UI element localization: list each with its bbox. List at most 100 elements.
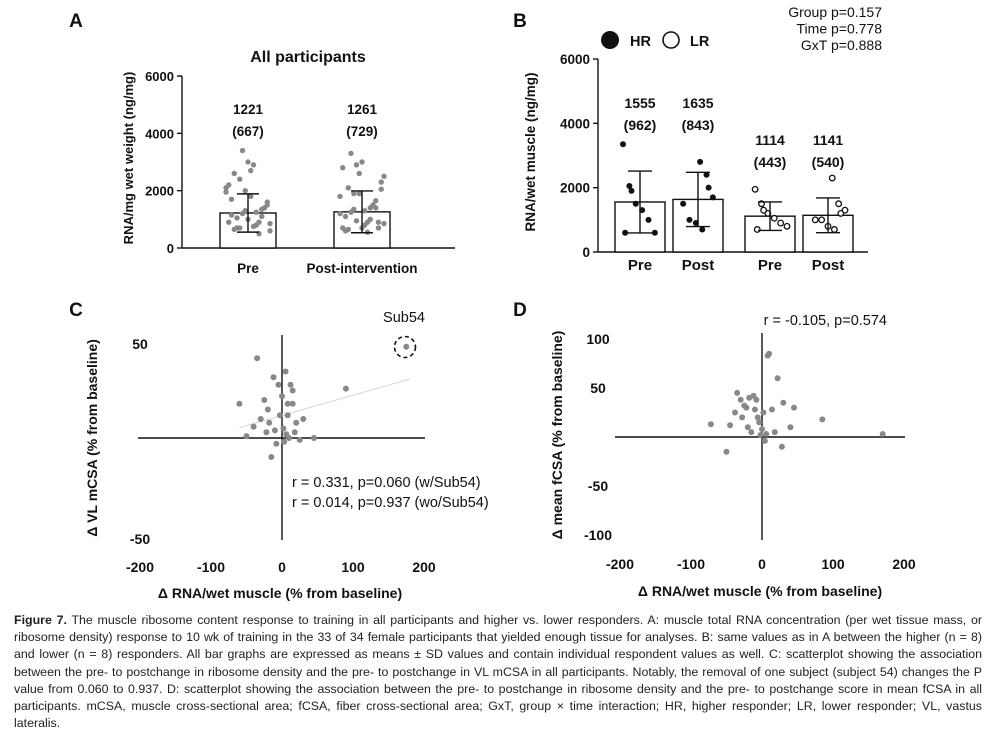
panel-c-point — [293, 419, 300, 426]
panel-d-point — [768, 406, 775, 413]
panel-a-point — [223, 189, 229, 195]
panel-a-point — [250, 223, 257, 230]
panel-d-stat-0: r = -0.105, p=0.574 — [764, 313, 887, 329]
panel-a-point — [337, 210, 343, 217]
panel-b-point — [697, 158, 704, 165]
panel-b-point — [705, 184, 712, 191]
panel-c-point — [261, 397, 268, 403]
panel-b-point — [760, 206, 768, 214]
panel-d-point — [707, 421, 714, 428]
panel-label-a: A — [69, 11, 83, 32]
panel-c-stat-0: r = 0.331, p=0.060 (w/Sub54) — [292, 475, 481, 491]
panel-a-point — [353, 162, 360, 168]
panel-a-point — [228, 196, 235, 202]
panel-c-point — [273, 440, 280, 447]
panel-b-point — [811, 216, 819, 224]
panel-a-point — [253, 209, 259, 215]
panel-a-point — [264, 199, 270, 205]
panel-d-point — [723, 448, 730, 455]
panel-a-point — [367, 205, 373, 211]
panel-c-point — [289, 387, 296, 394]
panel-d-y-tick-label: -100 — [584, 527, 612, 543]
panel-c-point — [268, 454, 275, 460]
panel-c-x-tick-label: 100 — [341, 559, 365, 575]
panel-b-category-label: Pre — [758, 257, 782, 274]
panel-c-y-label: Δ VL mCSA (% from baseline) — [84, 339, 100, 537]
panel-b-y-tick-label: 4000 — [560, 116, 590, 131]
panel-d-y-label: Δ mean fCSA (% from baseline) — [549, 331, 565, 540]
panel-d-point — [748, 429, 755, 436]
panel-b-mean-label: 1555 — [624, 95, 655, 111]
panel-d-point — [757, 432, 764, 439]
panel-b-point — [770, 214, 778, 222]
panel-c-point — [279, 393, 285, 400]
panel-b-sd-label: (443) — [754, 154, 787, 170]
panel-b-point — [835, 200, 843, 208]
panel-b-point — [699, 226, 706, 233]
panel-b-legend-hr-marker — [601, 31, 619, 49]
panel-a-sd-label: (729) — [346, 124, 378, 139]
panel-b-y-tick-label: 2000 — [560, 181, 590, 196]
panel-c-trend-line — [239, 378, 410, 429]
panel-a-point — [239, 147, 246, 154]
panel-c-point — [291, 429, 298, 436]
panel-a-point — [267, 228, 273, 234]
panel-c-x-tick-label: 0 — [278, 559, 286, 575]
panel-d-point — [879, 431, 886, 438]
panel-d-point — [744, 424, 751, 431]
panel-d-point — [727, 422, 734, 429]
panel-a-sd-label: (667) — [232, 124, 264, 139]
panel-c-point — [289, 400, 296, 407]
panel-a-point — [373, 198, 379, 204]
caption-text: The muscle ribosome content response to … — [14, 613, 983, 731]
panel-a-y-tick-label: 2000 — [145, 184, 174, 199]
panel-d-point — [774, 375, 781, 382]
panel-a-point — [245, 159, 251, 165]
panel-c-point — [254, 355, 261, 362]
panel-a-point — [248, 193, 254, 200]
panel-c-point — [271, 427, 278, 434]
panel-a-point — [353, 218, 360, 224]
panel-b-mean-label: 1141 — [813, 132, 844, 148]
panel-a-point — [337, 193, 343, 200]
panel-b-category-label: Post — [812, 257, 845, 274]
panel-c-point — [284, 412, 291, 419]
panel-c-y-tick-label: 50 — [132, 336, 148, 352]
panel-d-y-tick-label: -50 — [588, 478, 608, 494]
panel-d-point — [753, 396, 760, 403]
panel-a-point — [250, 162, 257, 168]
panel-b-category-label: Post — [682, 257, 715, 274]
panel-b-point — [818, 216, 826, 224]
panel-c-point — [276, 412, 283, 419]
panel-c-point — [403, 343, 410, 350]
panel-a-point — [345, 226, 351, 233]
panel-d-point — [756, 419, 763, 426]
panel-a-point — [239, 210, 246, 217]
panel-c-point — [310, 435, 317, 441]
panel-c-x-tick-label: -100 — [197, 559, 225, 575]
panel-c-point — [342, 385, 349, 392]
panel-c-point — [257, 416, 264, 422]
panel-b-stat-0: Group p=0.157 — [788, 4, 882, 20]
panel-d-point — [787, 424, 794, 431]
panel-b-y-label: RNA/wet muscle (ng/mg) — [523, 72, 538, 231]
panel-a-mean-label: 1261 — [347, 102, 378, 117]
panel-b-point — [651, 229, 658, 236]
panel-c-point — [282, 368, 289, 375]
panel-c-point — [243, 433, 250, 440]
panel-d-x-tick-label: 100 — [821, 556, 845, 572]
panel-c-point — [280, 425, 287, 432]
panel-b-legend-hr-label: HR — [630, 34, 651, 50]
panel-d-x-tick-label: -200 — [606, 556, 634, 572]
panel-d-x-tick-label: 200 — [892, 556, 916, 572]
panel-c-x-tick-label: -200 — [126, 559, 154, 575]
panel-c-stat-1: r = 0.014, p=0.937 (wo/Sub54) — [292, 495, 489, 511]
panel-d-point — [754, 414, 761, 421]
panel-d-y-tick-label: 50 — [590, 380, 606, 396]
panel-c-point — [275, 381, 282, 388]
panel-c-point — [270, 374, 277, 381]
panel-a-title: All participants — [250, 49, 366, 66]
panel-b-point — [777, 219, 785, 227]
panel-b-y-tick-label: 0 — [582, 245, 590, 260]
